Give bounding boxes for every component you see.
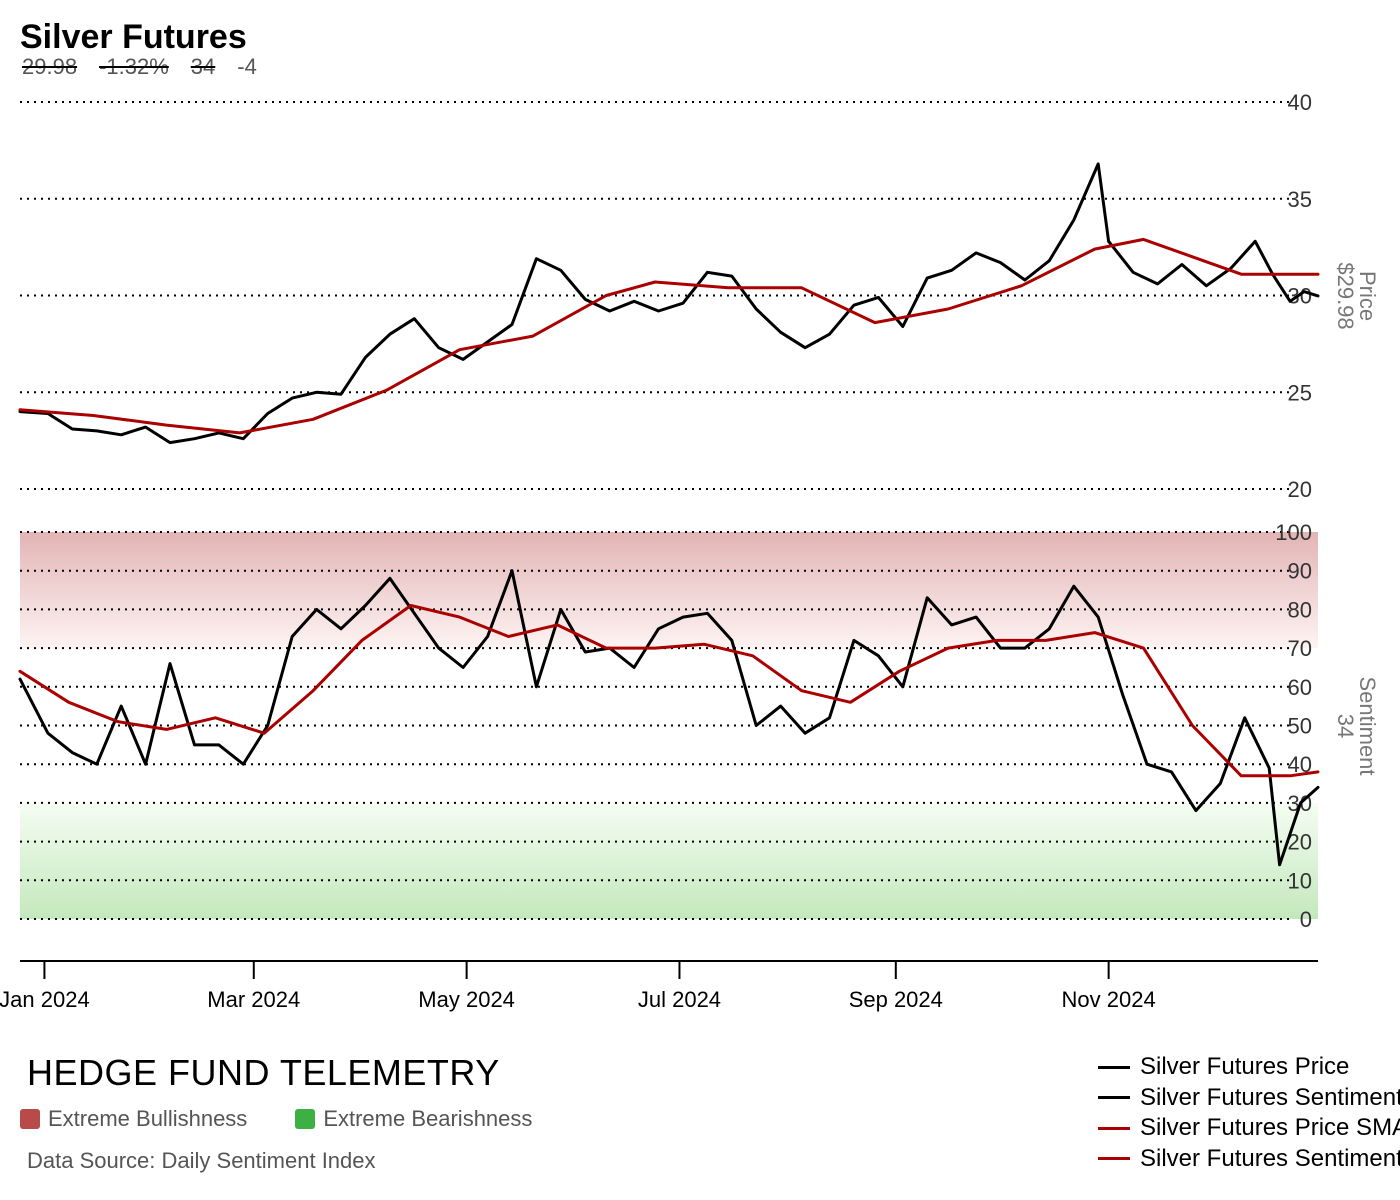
legend-label: Silver Futures Price [1140, 1053, 1350, 1081]
sentiment-tick-label: 10 [1288, 868, 1312, 893]
bull-zone [20, 532, 1318, 649]
price-tick-label: 40 [1288, 90, 1312, 115]
x-tick-label: May 2024 [418, 987, 515, 1012]
sentiment-line [18, 569, 1320, 867]
price-axis-title: Price$29.98 [1333, 262, 1380, 329]
x-tick-label: Jul 2024 [638, 987, 721, 1012]
price-sma-line [18, 237, 1320, 435]
sentiment-tick-label: 80 [1288, 597, 1312, 622]
sentiment-axis-title-label: Sentiment [1355, 676, 1380, 775]
legend-item-sentiment[interactable]: Silver Futures Sentiment [1098, 1083, 1400, 1114]
bear-swatch [295, 1109, 316, 1129]
sentiment-tick-label: 0 [1300, 907, 1312, 932]
legend-item-price[interactable]: Silver Futures Price [1098, 1052, 1400, 1083]
price-tick-label: 25 [1288, 380, 1312, 405]
sentiment-sma-line [18, 604, 1320, 778]
series-legend: Silver Futures Price Silver Futures Sent… [1098, 1052, 1400, 1174]
legend-label: Silver Futures Sentiment SMA [1140, 1144, 1400, 1172]
sentiment-axis-title-value: 34 [1333, 714, 1358, 738]
legend-label: Silver Futures Price SMA [1140, 1114, 1400, 1142]
price-value: 29.98 [22, 54, 78, 79]
price-axis-title-label: Price [1355, 271, 1380, 321]
legend-item-sentiment-sma[interactable]: Silver Futures Sentiment SMA [1098, 1144, 1400, 1175]
data-source: Data Source: Daily Sentiment Index [27, 1148, 376, 1173]
price-tick-label: 35 [1288, 187, 1312, 212]
sentiment-tick-label: 70 [1288, 636, 1312, 661]
x-tick-label: Jan 2024 [0, 987, 90, 1012]
bull-swatch [20, 1109, 40, 1129]
price-change: -1.32% [99, 54, 169, 79]
bear-zone [20, 802, 1318, 919]
legend-line [1098, 1157, 1130, 1161]
x-tick-label: Nov 2024 [1062, 987, 1156, 1012]
price-axis-title-value: $29.98 [1333, 262, 1358, 329]
bull-label: Extreme Bullishness [48, 1106, 248, 1131]
legend-line [1098, 1065, 1130, 1069]
x-tick-label: Mar 2024 [207, 987, 300, 1012]
sentiment-tick-label: 100 [1275, 520, 1312, 545]
bear-label: Extreme Bearishness [323, 1106, 533, 1131]
legend-line [1098, 1126, 1130, 1130]
header-stats: 29.98 -1.32% 34 -4 [22, 54, 257, 80]
sentiment-value: 34 [190, 54, 216, 79]
sentiment-tick-label: 90 [1288, 559, 1312, 584]
sentiment-tick-label: 60 [1288, 675, 1312, 700]
legend-item-price-sma[interactable]: Silver Futures Price SMA [1098, 1113, 1400, 1144]
legend-line [1098, 1096, 1130, 1100]
zone-legend-bear: Extreme Bearishness [295, 1106, 532, 1132]
legend-label: Silver Futures Sentiment [1140, 1083, 1400, 1111]
price-tick-label: 20 [1288, 477, 1312, 502]
x-tick-label: Sep 2024 [849, 987, 943, 1012]
chart-title: Silver Futures [20, 18, 247, 56]
zone-legend: Extreme Bullishness Extreme Bearishness [20, 1106, 532, 1132]
sentiment-tick-label: 50 [1288, 714, 1312, 739]
sentiment-change: -4 [237, 54, 257, 79]
brand-name: HEDGE FUND TELEMETRY [27, 1052, 500, 1093]
zone-legend-bull: Extreme Bullishness [20, 1106, 247, 1132]
price-line [18, 162, 1320, 445]
